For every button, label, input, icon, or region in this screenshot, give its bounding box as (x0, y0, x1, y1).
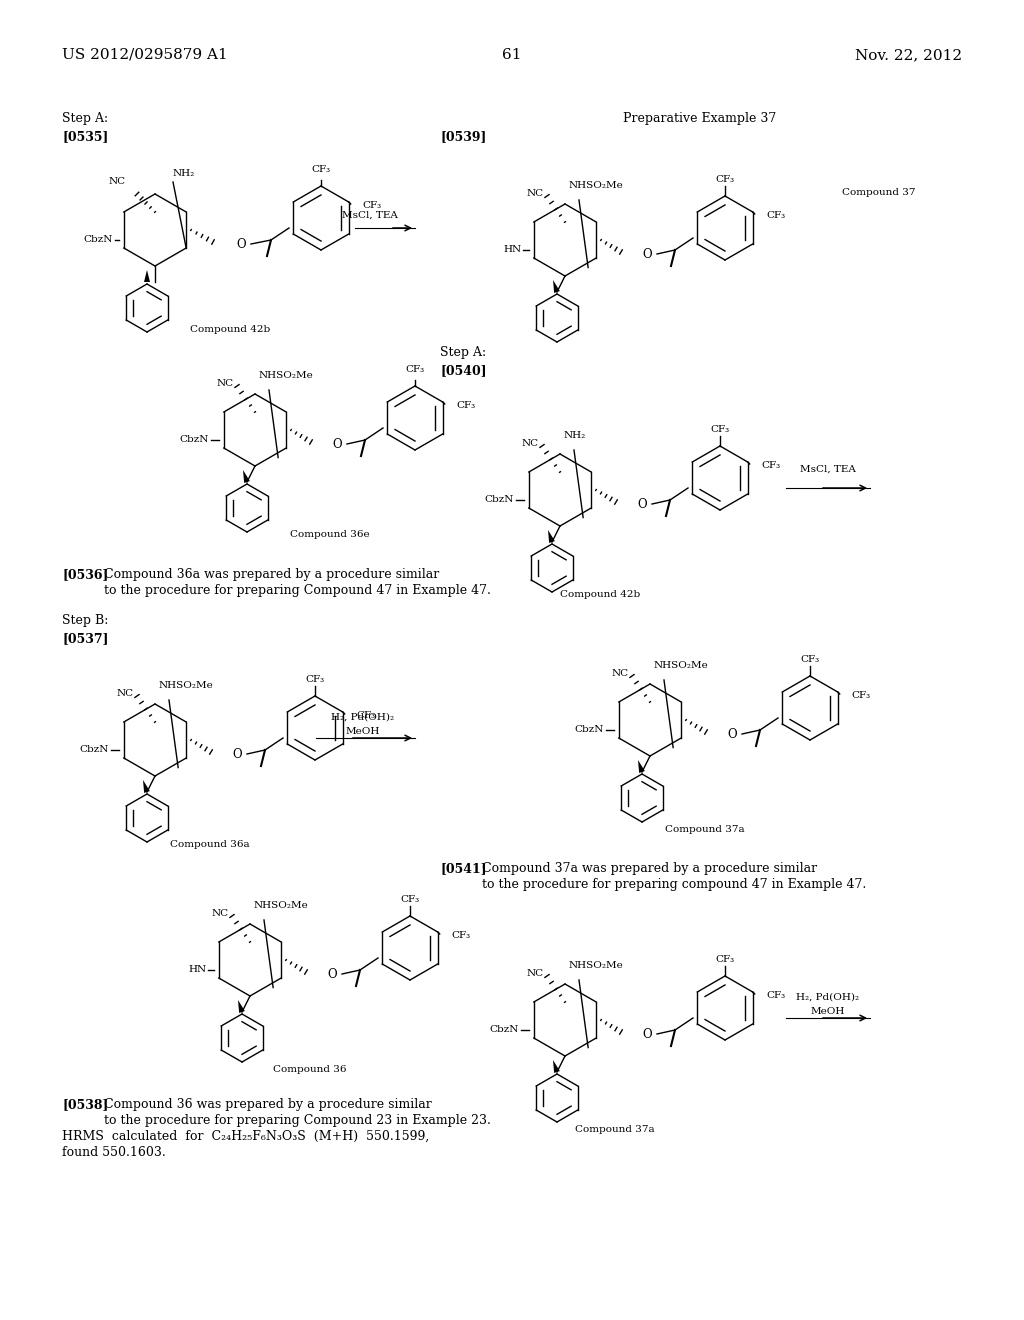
Text: Step A:: Step A: (62, 112, 109, 125)
Text: Compound 36: Compound 36 (273, 1065, 347, 1074)
Text: H₂, Pd(OH)₂: H₂, Pd(OH)₂ (332, 713, 394, 722)
Text: NH₂: NH₂ (564, 432, 587, 440)
Text: NHSO₂Me: NHSO₂Me (569, 961, 624, 970)
Text: Step B:: Step B: (62, 614, 109, 627)
Text: Compound 36e: Compound 36e (290, 531, 370, 539)
Text: NC: NC (117, 689, 134, 698)
Text: NC: NC (612, 669, 629, 678)
Text: CF₃: CF₃ (801, 655, 819, 664)
Text: CbzN: CbzN (484, 495, 513, 504)
Text: CF₃: CF₃ (716, 954, 734, 964)
Text: CF₃: CF₃ (305, 675, 325, 684)
Text: MeOH: MeOH (346, 727, 380, 737)
Polygon shape (548, 531, 555, 543)
Text: HN: HN (503, 246, 521, 255)
Text: NHSO₂Me: NHSO₂Me (654, 661, 709, 671)
Text: CF₃: CF₃ (406, 366, 425, 374)
Text: NHSO₂Me: NHSO₂Me (259, 371, 313, 380)
Text: Nov. 22, 2012: Nov. 22, 2012 (855, 48, 962, 62)
Text: 61: 61 (502, 48, 522, 62)
Text: Compound 37a was prepared by a procedure similar: Compound 37a was prepared by a procedure… (482, 862, 817, 875)
Text: [0541]: [0541] (440, 862, 486, 875)
Text: MeOH: MeOH (811, 1007, 845, 1016)
Text: [0535]: [0535] (62, 129, 109, 143)
Text: O: O (237, 238, 246, 251)
Text: CF₃: CF₃ (400, 895, 420, 904)
Text: Compound 37: Compound 37 (842, 187, 915, 197)
Text: CbzN: CbzN (179, 436, 208, 445)
Polygon shape (243, 470, 250, 483)
Text: [0536]: [0536] (62, 568, 109, 581)
Polygon shape (553, 1060, 560, 1073)
Text: Compound 42b: Compound 42b (189, 325, 270, 334)
Polygon shape (143, 780, 150, 793)
Text: CbzN: CbzN (574, 726, 603, 734)
Text: to the procedure for preparing compound 47 in Example 47.: to the procedure for preparing compound … (482, 878, 866, 891)
Text: to the procedure for preparing Compound 23 in Example 23.: to the procedure for preparing Compound … (104, 1114, 490, 1127)
Text: O: O (727, 727, 737, 741)
Text: NC: NC (527, 969, 544, 978)
Text: CbzN: CbzN (489, 1026, 518, 1035)
Text: Preparative Example 37: Preparative Example 37 (624, 112, 776, 125)
Text: Compound 36a was prepared by a procedure similar: Compound 36a was prepared by a procedure… (104, 568, 439, 581)
Text: [0537]: [0537] (62, 632, 109, 645)
Text: CF₃: CF₃ (356, 711, 376, 721)
Text: CF₃: CF₃ (362, 202, 382, 210)
Text: [0538]: [0538] (62, 1098, 109, 1111)
Text: O: O (642, 1027, 652, 1040)
Text: CF₃: CF₃ (767, 991, 785, 1001)
Polygon shape (553, 280, 560, 293)
Text: CF₃: CF₃ (457, 401, 476, 411)
Text: US 2012/0295879 A1: US 2012/0295879 A1 (62, 48, 227, 62)
Text: NC: NC (109, 177, 126, 186)
Text: NH₂: NH₂ (173, 169, 196, 178)
Text: CF₃: CF₃ (711, 425, 729, 434)
Text: CF₃: CF₃ (716, 176, 734, 183)
Text: O: O (332, 437, 342, 450)
Text: NC: NC (217, 380, 234, 388)
Text: HRMS  calculated  for  C₂₄H₂₅F₆N₃O₃S  (M+H)  550.1599,: HRMS calculated for C₂₄H₂₅F₆N₃O₃S (M+H) … (62, 1130, 429, 1143)
Text: CbzN: CbzN (79, 746, 109, 755)
Text: NC: NC (527, 190, 544, 198)
Text: found 550.1603.: found 550.1603. (62, 1146, 166, 1159)
Polygon shape (144, 271, 150, 282)
Text: [0539]: [0539] (440, 129, 486, 143)
Text: CF₃: CF₃ (452, 932, 471, 940)
Text: to the procedure for preparing Compound 47 in Example 47.: to the procedure for preparing Compound … (104, 583, 490, 597)
Text: CF₃: CF₃ (311, 165, 331, 174)
Text: CF₃: CF₃ (852, 692, 870, 701)
Text: Step A:: Step A: (440, 346, 486, 359)
Text: Compound 36 was prepared by a procedure similar: Compound 36 was prepared by a procedure … (104, 1098, 432, 1111)
Text: NHSO₂Me: NHSO₂Me (569, 181, 624, 190)
Text: MsCl, TEA: MsCl, TEA (342, 211, 398, 220)
Polygon shape (238, 1001, 245, 1012)
Text: HN: HN (188, 965, 206, 974)
Text: Compound 36a: Compound 36a (170, 840, 250, 849)
Text: Compound 37a: Compound 37a (666, 825, 744, 834)
Text: NHSO₂Me: NHSO₂Me (159, 681, 214, 690)
Text: O: O (642, 248, 652, 260)
Text: CF₃: CF₃ (762, 462, 781, 470)
Text: [0540]: [0540] (440, 364, 486, 378)
Text: NC: NC (522, 440, 539, 449)
Text: O: O (637, 498, 647, 511)
Text: CF₃: CF₃ (767, 211, 785, 220)
Text: O: O (328, 968, 337, 981)
Text: Compound 42b: Compound 42b (560, 590, 640, 599)
Text: H₂, Pd(OH)₂: H₂, Pd(OH)₂ (797, 993, 859, 1002)
Text: MsCl, TEA: MsCl, TEA (800, 465, 856, 474)
Text: Compound 37a: Compound 37a (575, 1125, 654, 1134)
Polygon shape (638, 760, 645, 774)
Text: CbzN: CbzN (83, 235, 113, 244)
Text: NHSO₂Me: NHSO₂Me (254, 902, 309, 909)
Text: O: O (232, 747, 242, 760)
Text: NC: NC (212, 909, 229, 919)
